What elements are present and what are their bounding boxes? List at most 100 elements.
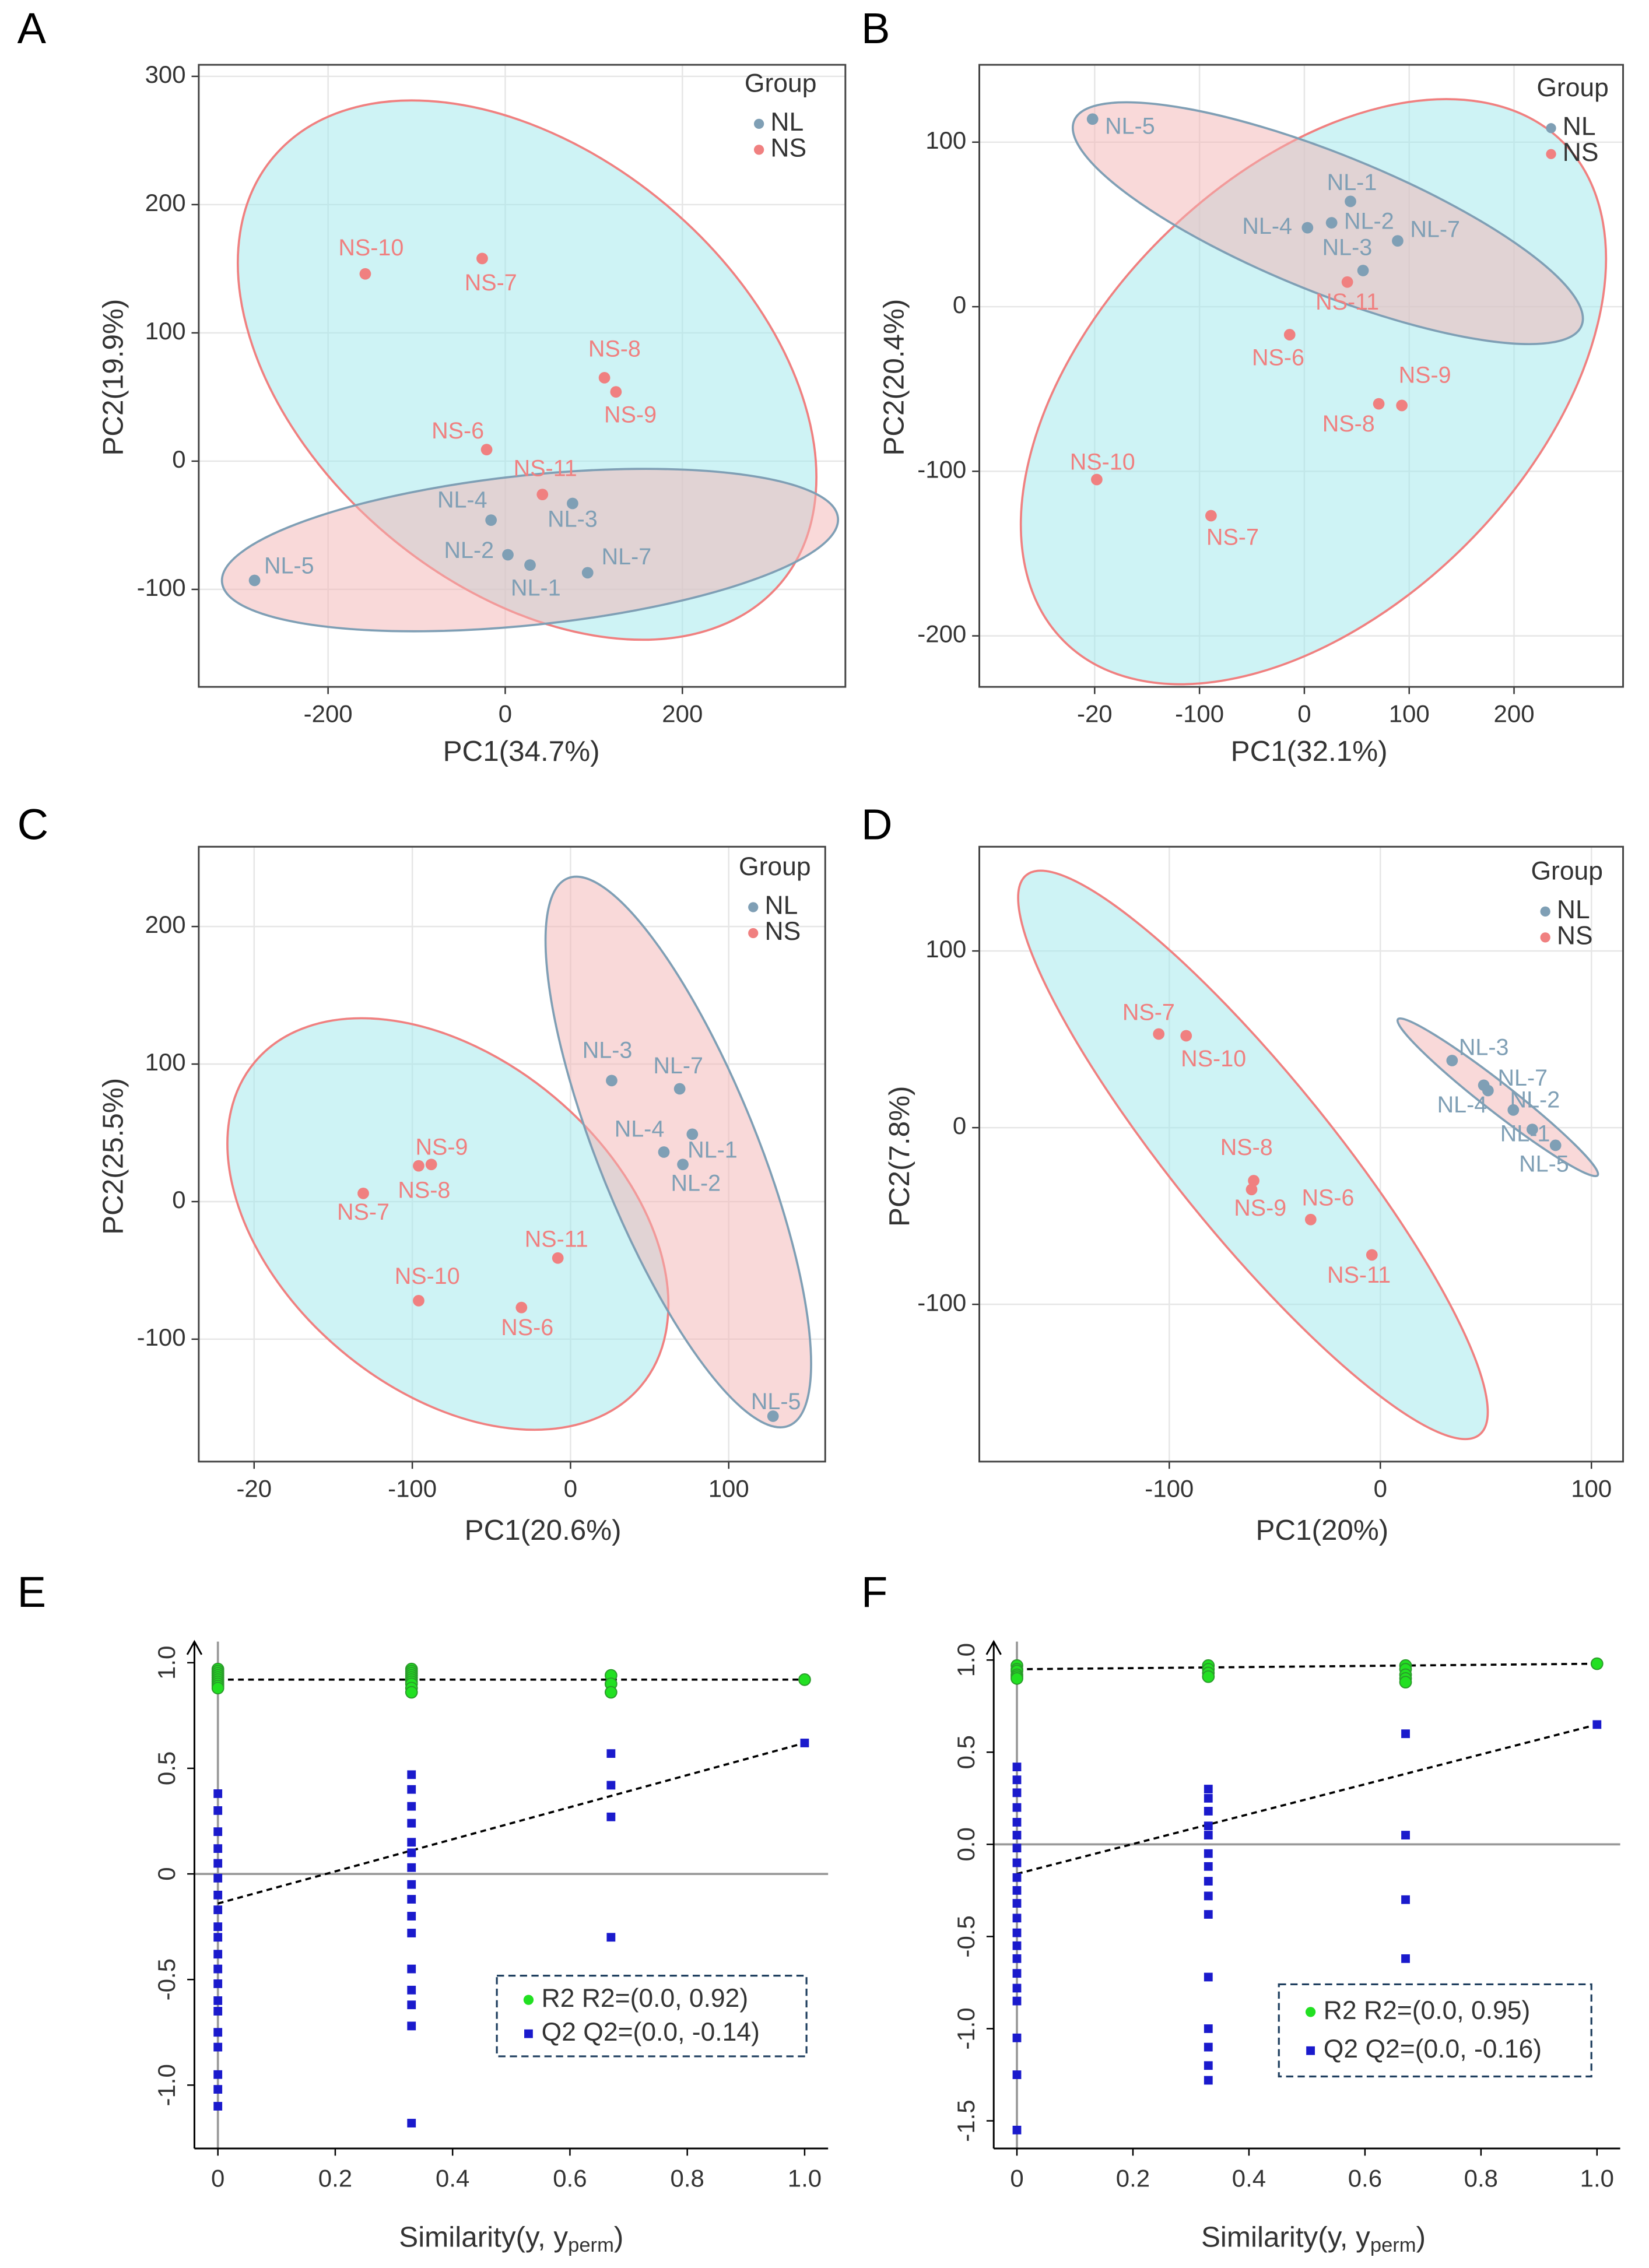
x-tick-label: -20 <box>1077 700 1113 728</box>
point <box>413 1160 424 1172</box>
q2-point <box>213 1922 223 1932</box>
q2-point <box>1012 1775 1022 1785</box>
point-label: NS-6 <box>1301 1185 1354 1211</box>
legend-marker <box>1305 2007 1316 2017</box>
point-label: NL-2 <box>444 538 494 563</box>
q2-point <box>213 1859 223 1868</box>
point <box>1396 399 1408 412</box>
plot-frame <box>978 845 1625 1463</box>
x-tick-label: 0 <box>1374 1474 1387 1502</box>
point <box>1086 113 1099 125</box>
point <box>1245 1184 1258 1196</box>
x-tick-label: 0.4 <box>1232 2164 1266 2192</box>
legend-label: NL <box>1563 113 1596 141</box>
point-label: NS-7 <box>465 270 517 296</box>
x-tick-label: 0 <box>1010 2164 1023 2192</box>
legend-box <box>1278 1983 1592 2078</box>
point <box>524 559 536 571</box>
q2-point <box>213 1950 223 1959</box>
point <box>1325 217 1338 229</box>
y-tick-label: 0 <box>153 1867 180 1880</box>
legend-marker <box>748 902 759 912</box>
point <box>1248 1175 1259 1186</box>
point-label: NS-10 <box>338 235 404 261</box>
point <box>1301 222 1314 234</box>
axis-arrow <box>186 1639 203 1655</box>
y-tick-label: 0 <box>953 1112 966 1139</box>
q2-point <box>213 2042 223 2052</box>
x-tick-label: 100 <box>1389 700 1430 728</box>
legend-marker <box>1546 123 1556 134</box>
q2-point <box>407 2119 416 2127</box>
point <box>567 497 578 510</box>
x-tick-label: 0.2 <box>318 2164 352 2192</box>
x-tick-label: -100 <box>388 1474 437 1502</box>
y-tick-label: -1.5 <box>952 2100 980 2141</box>
q2-point <box>1012 1954 1022 1963</box>
regression-line <box>1016 1723 1598 1875</box>
q2-point <box>213 1806 223 1815</box>
point-label: NS-6 <box>501 1315 553 1340</box>
x-tick-label: 0 <box>499 700 512 728</box>
x-tick-label: 0 <box>1297 700 1311 728</box>
point-label: NL-2 <box>671 1170 721 1196</box>
y-tick-label: -100 <box>137 574 186 601</box>
point-label: NS-11 <box>1315 289 1379 315</box>
point-label: NL-4 <box>1242 213 1292 239</box>
plot-frame <box>198 64 847 688</box>
point-label: NL-3 <box>1322 234 1373 260</box>
legend-label: NS <box>765 917 801 946</box>
point-label: NS-6 <box>1252 345 1304 370</box>
legend-label: NL <box>765 891 798 920</box>
y-tick-label: 100 <box>925 935 966 963</box>
legend-stat: Q2=(0.0, -0.14) <box>583 2018 760 2046</box>
legend-marker <box>1540 932 1550 943</box>
y-tick-label: 100 <box>145 317 186 345</box>
legend-label: NL <box>1557 896 1590 924</box>
q2-point <box>800 1739 809 1747</box>
point <box>1366 1249 1378 1261</box>
point-label: NL-2 <box>1344 209 1394 234</box>
legend-name: R2 <box>1324 1996 1357 2025</box>
point <box>1153 1028 1165 1040</box>
point-label: NS-11 <box>514 456 577 482</box>
q2-point <box>1401 1954 1410 1963</box>
q2-point <box>1204 1972 1213 1982</box>
legend-label: NS <box>1557 922 1593 950</box>
q2-point <box>1204 2076 1213 2085</box>
point <box>485 514 497 526</box>
y-tick-label: 0 <box>172 445 185 473</box>
x-axis-label-text: Similarity(y, y <box>1201 2221 1370 2253</box>
q2-point <box>1012 2070 1022 2079</box>
q2-point <box>1204 1877 1213 1886</box>
q2-point <box>407 1964 416 1974</box>
q2-point <box>407 1880 416 1889</box>
y-tick-label: 300 <box>145 61 186 88</box>
q2-point <box>1204 1807 1213 1816</box>
q2-point <box>1012 1983 1022 1993</box>
point <box>686 1128 699 1140</box>
r2-point <box>798 1673 811 1686</box>
q2-point <box>1204 2042 1213 2052</box>
point-label: NS-8 <box>1322 411 1375 437</box>
point <box>1205 510 1217 522</box>
point <box>1478 1079 1490 1091</box>
panel-letter: C <box>17 801 49 849</box>
x-axis-label: PC1(34.7%) <box>443 735 600 767</box>
r2-point <box>1011 1672 1023 1685</box>
point <box>598 372 611 384</box>
r2-point <box>405 1686 418 1699</box>
q2-point <box>1012 1914 1022 1923</box>
y-tick-label: -100 <box>917 455 966 483</box>
x-tick-label: 200 <box>1494 700 1535 728</box>
q2-point <box>213 1996 223 2005</box>
legend-label: Q2 Q2=(0.0, -0.14) <box>542 2018 760 2046</box>
point <box>677 1158 689 1171</box>
point-label: NS-7 <box>337 1199 390 1225</box>
legend-marker <box>748 928 759 939</box>
panel-letter: D <box>861 801 893 849</box>
q2-point <box>1401 1729 1410 1739</box>
q2-point <box>1012 1941 1022 1950</box>
q2-point <box>1012 1788 1022 1797</box>
